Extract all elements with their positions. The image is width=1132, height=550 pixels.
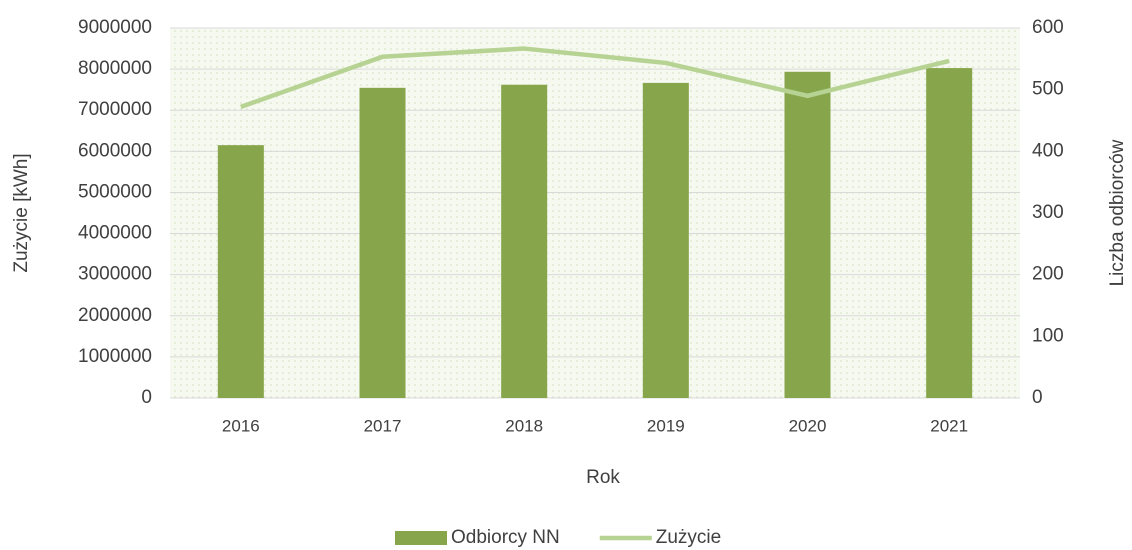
x-tick-label: 2021 bbox=[930, 416, 968, 435]
y2-tick-label: 500 bbox=[1032, 79, 1064, 100]
bar bbox=[642, 82, 689, 398]
y-axis-title: Zużycie [kWh] bbox=[11, 153, 32, 272]
x-tick-label: 2018 bbox=[505, 416, 543, 435]
bar bbox=[217, 145, 264, 398]
y-tick-label: 6000000 bbox=[78, 140, 152, 161]
legend-label: Odbiorcy NN bbox=[451, 527, 560, 548]
y-tick-label: 1000000 bbox=[78, 346, 152, 367]
y-tick-label: 3000000 bbox=[78, 264, 152, 285]
bar bbox=[784, 71, 831, 399]
x-tick-label: 2020 bbox=[789, 416, 827, 435]
bar bbox=[501, 84, 548, 398]
legend-swatch bbox=[395, 531, 447, 545]
y2-tick-label: 0 bbox=[1032, 387, 1043, 408]
y2-tick-label: 300 bbox=[1032, 202, 1064, 223]
line bbox=[240, 46, 950, 110]
y2-tick-label: 200 bbox=[1032, 264, 1064, 285]
x-tick-label: 2019 bbox=[647, 416, 685, 435]
x-tick-label: 2017 bbox=[364, 416, 402, 435]
y2-tick-label: 400 bbox=[1032, 140, 1064, 161]
y-tick-label: 8000000 bbox=[78, 58, 152, 79]
y-tick-label: 7000000 bbox=[78, 99, 152, 120]
y2-tick-label: 600 bbox=[1032, 17, 1064, 38]
y-tick-label: 4000000 bbox=[78, 223, 152, 244]
bar bbox=[926, 68, 973, 398]
y-tick-label: 0 bbox=[141, 387, 152, 408]
y-tick-label: 5000000 bbox=[78, 181, 152, 202]
legend-label: Zużycie bbox=[656, 527, 721, 548]
y2-tick-label: 100 bbox=[1032, 325, 1064, 346]
y2-axis-title: Liczba odbiorców bbox=[1107, 139, 1128, 286]
bar bbox=[359, 87, 406, 399]
x-axis-title: Rok bbox=[586, 467, 620, 488]
x-tick-label: 2016 bbox=[222, 416, 260, 435]
plot-area bbox=[170, 28, 1020, 398]
y-tick-label: 9000000 bbox=[78, 17, 152, 38]
y-tick-label: 2000000 bbox=[78, 305, 152, 326]
